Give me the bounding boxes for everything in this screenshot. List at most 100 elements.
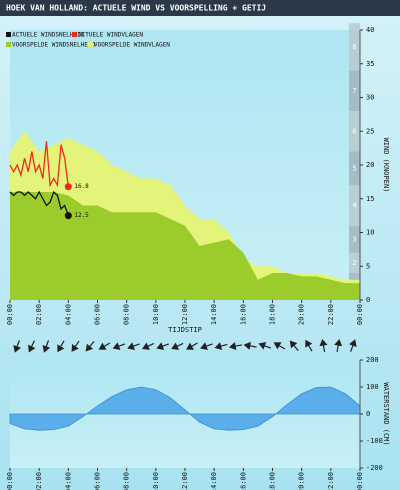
beaufort-band <box>349 185 360 226</box>
wind-arrow <box>28 340 36 353</box>
legend-swatch <box>6 32 11 37</box>
y-tick-label: 25 <box>366 127 374 135</box>
x-axis-label: tijdstip <box>168 326 202 334</box>
beaufort-band <box>349 70 360 111</box>
area <box>9 386 361 431</box>
beaufort-label: 7 <box>352 87 356 95</box>
wind-arrow <box>57 340 65 353</box>
wind-arrow <box>214 342 228 351</box>
beaufort-band <box>349 252 360 273</box>
wind-arrow <box>273 342 286 350</box>
x-tick-label: 08:00 <box>123 304 131 325</box>
end-label: 16.8 <box>74 183 89 190</box>
y-tick-label: 200 <box>366 356 379 364</box>
legend-swatch <box>72 32 77 37</box>
x-tick-label: 16:00 <box>239 472 247 490</box>
y-axis-label: waterstand (cm) <box>382 382 390 445</box>
beaufort-label: 6 <box>352 127 356 135</box>
y-tick-label: 35 <box>366 60 374 68</box>
x-tick-label: 00:00 <box>356 304 364 325</box>
wind-arrow <box>85 341 95 352</box>
end-point <box>64 212 72 220</box>
wind-arrow <box>305 339 313 352</box>
wind-arrow <box>186 342 198 350</box>
beaufort-band <box>349 151 360 186</box>
x-tick-label: 02:00 <box>35 304 43 325</box>
x-tick-label: 04:00 <box>64 472 72 490</box>
y-tick-label: 0 <box>366 410 370 418</box>
end-label: 12.5 <box>74 212 89 219</box>
y-tick-label: 30 <box>366 94 374 102</box>
wind-arrow <box>71 340 80 352</box>
wind-arrow <box>243 341 257 350</box>
beaufort-label: 3 <box>352 235 356 243</box>
x-tick-label: 20:00 <box>298 472 306 490</box>
wind-arrow <box>258 342 272 350</box>
beaufort-band <box>349 23 360 71</box>
x-tick-label: 14:00 <box>210 472 218 490</box>
legend-label: Voorspelde windsnelheid <box>12 42 95 49</box>
wind-arrow <box>349 339 357 352</box>
beaufort-label: 5 <box>352 164 356 172</box>
x-tick-label: 22:00 <box>327 304 335 325</box>
y-tick-label: 15 <box>366 195 374 203</box>
x-tick-label: 08:00 <box>123 472 131 490</box>
wind-arrow <box>42 340 51 353</box>
wind-arrow <box>319 338 328 353</box>
beaufort-label: 2 <box>352 259 356 267</box>
title-bar <box>0 0 400 16</box>
legend-swatch <box>88 42 93 47</box>
x-tick-label: 04:00 <box>64 304 72 325</box>
x-tick-label: 16:00 <box>239 304 247 325</box>
x-tick-label: 22:00 <box>327 472 335 490</box>
x-tick-label: 00:00 <box>6 304 14 325</box>
line <box>9 141 69 188</box>
wind-arrow <box>200 342 213 350</box>
title: Hoek van Holland: actuele wind vs voorsp… <box>6 4 266 13</box>
x-tick-label: 18:00 <box>269 304 277 325</box>
x-tick-label: 10:00 <box>152 472 160 490</box>
legend-swatch <box>6 42 11 47</box>
wind-arrow <box>98 342 111 350</box>
legend-label: Voorspelde windvlagen <box>94 42 170 49</box>
wind-arrow <box>127 342 140 350</box>
legend-label: Actuele windvlagen <box>78 32 143 39</box>
legend-label: Actuele windsnelheid <box>12 32 85 39</box>
wind-arrow <box>112 342 126 350</box>
y-axis-label: wind (knopen) <box>382 138 390 193</box>
x-tick-label: 00:00 <box>356 472 364 490</box>
x-tick-label: 06:00 <box>94 304 102 325</box>
x-tick-label: 10:00 <box>152 304 160 325</box>
y-tick-label: 5 <box>366 262 370 270</box>
beaufort-band <box>349 225 360 253</box>
x-tick-label: 12:00 <box>181 304 189 325</box>
y-tick-label: 20 <box>366 161 374 169</box>
wind-arrow <box>228 342 243 351</box>
y-tick-label: 40 <box>366 26 374 34</box>
end-point <box>64 183 72 191</box>
y-tick-label: -100 <box>366 437 383 445</box>
x-tick-label: 14:00 <box>210 304 218 325</box>
line <box>9 190 69 216</box>
x-tick-label: 20:00 <box>298 304 306 325</box>
beaufort-band <box>349 111 360 152</box>
wind-arrow <box>171 342 184 350</box>
wind-arrow <box>156 342 169 350</box>
wind-arrow <box>334 338 343 353</box>
wind-arrow <box>142 342 155 350</box>
x-tick-label: 06:00 <box>94 472 102 490</box>
x-tick-label: 00:00 <box>6 472 14 490</box>
x-tick-label: 02:00 <box>35 472 43 490</box>
wind-arrow <box>13 340 21 353</box>
beaufort-label: 4 <box>352 202 356 210</box>
y-tick-label: 10 <box>366 229 374 237</box>
y-tick-label: 100 <box>366 383 379 391</box>
area <box>10 192 360 300</box>
y-tick-label: 0 <box>366 296 370 304</box>
x-tick-label: 12:00 <box>181 472 189 490</box>
beaufort-label: 8 <box>352 43 356 51</box>
x-tick-label: 18:00 <box>269 472 277 490</box>
wind-arrow <box>289 340 299 351</box>
y-tick-label: -200 <box>366 464 383 472</box>
